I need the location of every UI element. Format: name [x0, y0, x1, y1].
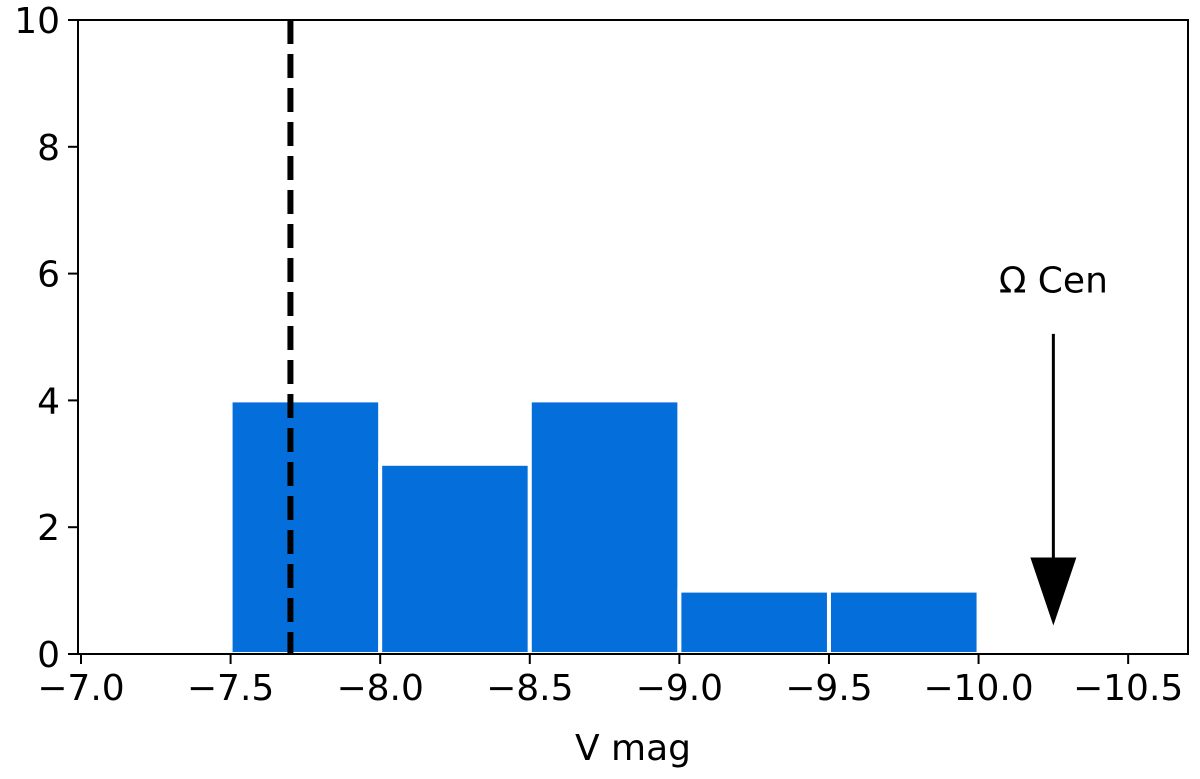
x-tick-label: −7.0	[37, 668, 124, 709]
y-tick-label: 0	[37, 635, 60, 676]
y-tick-label: 6	[37, 255, 60, 296]
x-tick-label: −10.0	[923, 668, 1033, 709]
arrow-head	[1030, 557, 1077, 626]
y-tick-label: 8	[37, 128, 60, 169]
bar	[378, 461, 532, 656]
bar	[826, 588, 981, 656]
x-axis-label: V mag	[575, 728, 691, 769]
x-tick-label: −8.0	[336, 668, 423, 709]
x-tick-label: −7.5	[187, 668, 274, 709]
bar	[527, 398, 682, 656]
y-tick-label: 2	[37, 508, 60, 549]
x-tick-label: −9.5	[785, 668, 872, 709]
bar	[228, 398, 383, 656]
annotation-text: Ω Cen	[999, 261, 1108, 302]
x-tick-label: −8.5	[486, 668, 573, 709]
bar	[677, 588, 831, 656]
x-tick-label: −10.5	[1073, 668, 1183, 709]
y-tick-label: 10	[14, 1, 60, 42]
y-tick-label: 4	[37, 381, 60, 422]
x-tick-label: −9.0	[636, 668, 723, 709]
plot-frame	[77, 19, 1189, 655]
